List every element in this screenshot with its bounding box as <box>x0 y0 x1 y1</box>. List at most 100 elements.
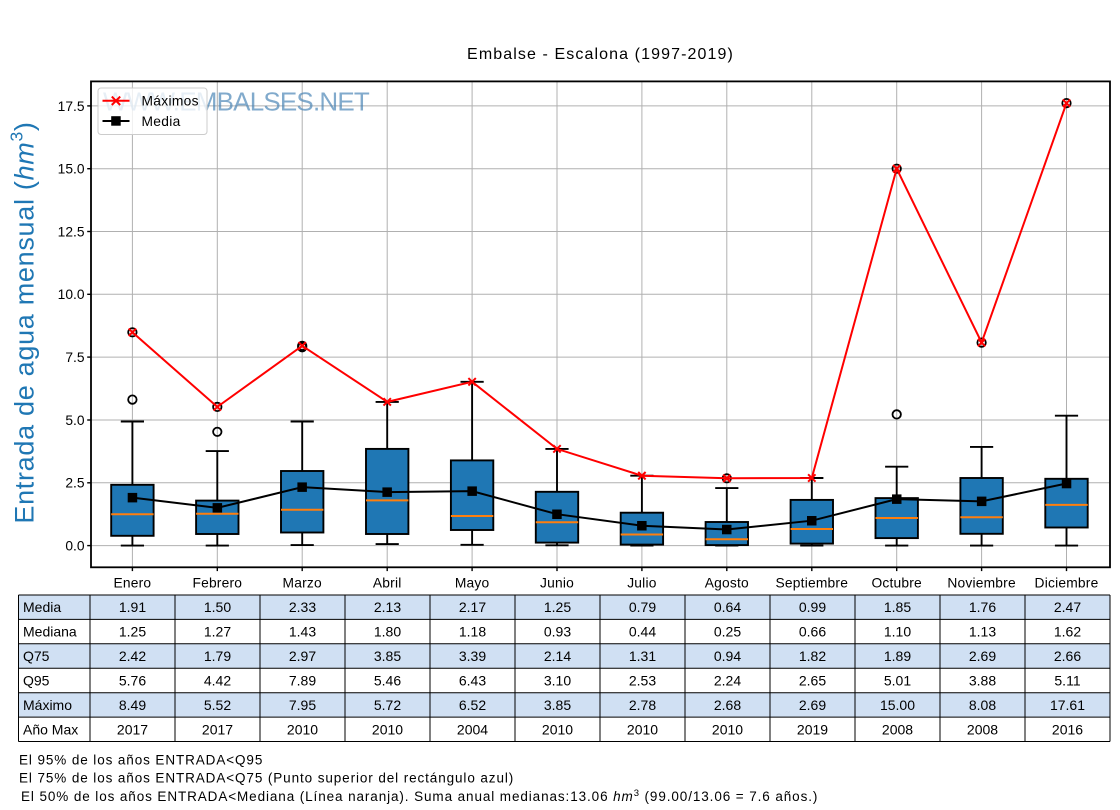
svg-text:2010: 2010 <box>542 721 573 737</box>
svg-text:0.79: 0.79 <box>629 599 656 615</box>
svg-text:Marzo: Marzo <box>283 576 322 591</box>
svg-text:2.69: 2.69 <box>969 648 996 664</box>
svg-text:0.25: 0.25 <box>714 624 741 640</box>
svg-text:7.95: 7.95 <box>289 697 316 713</box>
svg-text:0.0: 0.0 <box>65 539 85 554</box>
svg-text:1.25: 1.25 <box>119 624 146 640</box>
svg-text:2.97: 2.97 <box>289 648 316 664</box>
svg-text:0.64: 0.64 <box>714 599 741 615</box>
svg-text:15.00: 15.00 <box>880 697 915 713</box>
svg-text:El 95% de los años ENTRADA<Q95: El 95% de los años ENTRADA<Q95 <box>19 753 263 768</box>
svg-text:Julio: Julio <box>627 576 657 591</box>
svg-text:2.14: 2.14 <box>544 648 571 664</box>
svg-text:3.85: 3.85 <box>544 697 571 713</box>
svg-text:5.01: 5.01 <box>884 673 911 689</box>
svg-text:0.44: 0.44 <box>629 624 656 640</box>
svg-text:1.62: 1.62 <box>1054 624 1081 640</box>
svg-text:17.5: 17.5 <box>58 99 85 114</box>
svg-text:1.85: 1.85 <box>884 599 911 615</box>
svg-text:2.5: 2.5 <box>65 476 85 491</box>
svg-text:Mayo: Mayo <box>455 576 490 591</box>
svg-text:Máximo: Máximo <box>23 697 72 713</box>
svg-text:0.93: 0.93 <box>544 624 571 640</box>
svg-text:Q75: Q75 <box>23 648 50 664</box>
svg-text:2004: 2004 <box>457 721 488 737</box>
svg-text:1.43: 1.43 <box>289 624 316 640</box>
svg-text:2010: 2010 <box>372 721 403 737</box>
svg-text:12.5: 12.5 <box>58 224 85 239</box>
svg-text:2008: 2008 <box>967 721 998 737</box>
svg-text:Entrada de agua mensual (hm3): Entrada de agua mensual (hm3) <box>7 121 40 523</box>
svg-text:4.42: 4.42 <box>204 673 231 689</box>
svg-text:1.79: 1.79 <box>204 648 231 664</box>
svg-text:3.10: 3.10 <box>544 673 571 689</box>
svg-text:2.66: 2.66 <box>1054 648 1081 664</box>
svg-text:El 75% de los años ENTRADA<Q75: El 75% de los años ENTRADA<Q75 (Punto su… <box>19 770 514 785</box>
svg-text:Febrero: Febrero <box>192 576 242 591</box>
svg-text:Q95: Q95 <box>23 673 50 689</box>
svg-text:2.24: 2.24 <box>714 673 741 689</box>
svg-text:1.82: 1.82 <box>799 648 826 664</box>
svg-text:8.49: 8.49 <box>119 697 146 713</box>
svg-text:1.91: 1.91 <box>119 599 146 615</box>
svg-text:1.13: 1.13 <box>969 624 996 640</box>
svg-text:6.43: 6.43 <box>459 673 486 689</box>
svg-text:7.89: 7.89 <box>289 673 316 689</box>
svg-text:2017: 2017 <box>117 721 148 737</box>
svg-text:3.39: 3.39 <box>459 648 486 664</box>
svg-text:2010: 2010 <box>712 721 743 737</box>
svg-text:5.46: 5.46 <box>374 673 401 689</box>
svg-text:0.99: 0.99 <box>799 599 826 615</box>
svg-text:2.17: 2.17 <box>459 599 486 615</box>
svg-text:3.88: 3.88 <box>969 673 996 689</box>
svg-text:10.0: 10.0 <box>58 287 85 302</box>
svg-text:6.52: 6.52 <box>459 697 486 713</box>
svg-text:0.66: 0.66 <box>799 624 826 640</box>
svg-text:5.52: 5.52 <box>204 697 231 713</box>
svg-text:2008: 2008 <box>882 721 913 737</box>
svg-text:5.72: 5.72 <box>374 697 401 713</box>
svg-text:Embalse - Escalona (1997-2019): Embalse - Escalona (1997-2019) <box>467 46 734 63</box>
svg-text:1.27: 1.27 <box>204 624 231 640</box>
svg-text:Enero: Enero <box>113 576 151 591</box>
svg-text:1.10: 1.10 <box>884 624 911 640</box>
svg-text:Septiembre: Septiembre <box>776 576 849 591</box>
svg-text:2010: 2010 <box>627 721 658 737</box>
svg-text:0.94: 0.94 <box>714 648 741 664</box>
svg-text:Noviembre: Noviembre <box>947 576 1016 591</box>
svg-text:15.0: 15.0 <box>58 162 85 177</box>
svg-text:1.18: 1.18 <box>459 624 486 640</box>
svg-text:Año Max: Año Max <box>23 721 78 737</box>
svg-text:Media: Media <box>142 114 181 129</box>
svg-text:2.53: 2.53 <box>629 673 656 689</box>
svg-text:2010: 2010 <box>287 721 318 737</box>
svg-text:Mediana: Mediana <box>23 624 77 640</box>
svg-text:17.61: 17.61 <box>1050 697 1085 713</box>
svg-text:Octubre: Octubre <box>871 576 922 591</box>
svg-text:2.13: 2.13 <box>374 599 401 615</box>
svg-text:2.69: 2.69 <box>799 697 826 713</box>
svg-text:1.50: 1.50 <box>204 599 231 615</box>
svg-text:8.08: 8.08 <box>969 697 996 713</box>
svg-text:1.76: 1.76 <box>969 599 996 615</box>
svg-text:5.76: 5.76 <box>119 673 146 689</box>
svg-text:2.47: 2.47 <box>1054 599 1081 615</box>
svg-text:2.78: 2.78 <box>629 697 656 713</box>
svg-text:2019: 2019 <box>797 721 828 737</box>
svg-text:Máximos: Máximos <box>142 94 199 109</box>
svg-text:Abril: Abril <box>373 576 402 591</box>
svg-text:1.80: 1.80 <box>374 624 401 640</box>
svg-text:1.89: 1.89 <box>884 648 911 664</box>
svg-text:5.11: 5.11 <box>1054 673 1080 689</box>
svg-text:2.33: 2.33 <box>289 599 316 615</box>
svg-text:Junio: Junio <box>540 576 574 591</box>
svg-text:2.65: 2.65 <box>799 673 826 689</box>
svg-text:1.31: 1.31 <box>629 648 656 664</box>
svg-text:5.0: 5.0 <box>65 413 85 428</box>
svg-text:2016: 2016 <box>1052 721 1083 737</box>
svg-text:El 50% de los años ENTRADA<Med: El 50% de los años ENTRADA<Mediana (Líne… <box>21 788 818 804</box>
svg-text:Media: Media <box>23 599 61 615</box>
svg-text:7.5: 7.5 <box>65 350 85 365</box>
svg-text:2017: 2017 <box>202 721 233 737</box>
svg-text:Diciembre: Diciembre <box>1035 576 1099 591</box>
